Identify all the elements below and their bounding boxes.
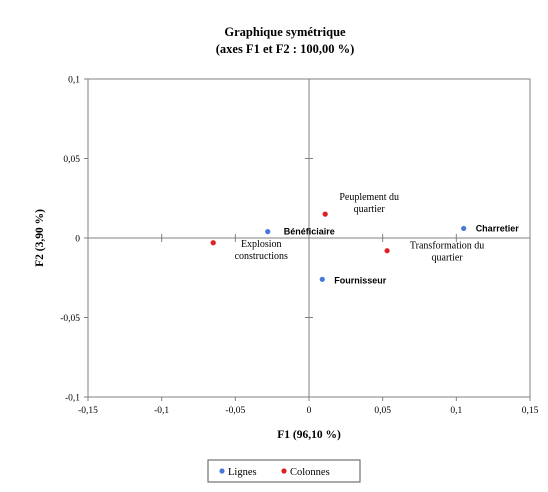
y-tick-label: -0,05 xyxy=(60,314,80,324)
y-axis-ticks: -0,1 -0,05 0 0,05 0,1 xyxy=(60,76,88,404)
data-point-label: Charretier xyxy=(476,223,520,233)
data-point xyxy=(322,211,328,217)
y-tick-label: 0 xyxy=(75,235,80,245)
x-tick-label: 0 xyxy=(307,406,312,416)
data-point xyxy=(210,240,216,246)
x-axis-ticks: -0,15 -0,1 -0,05 0 0,05 0,1 0,15 xyxy=(78,397,539,416)
y-tick-label: -0,1 xyxy=(65,394,80,404)
x-tick-label: 0,1 xyxy=(450,406,462,416)
data-point-label-line: Explosion xyxy=(241,239,282,250)
legend: Lignes Colonnes xyxy=(219,467,330,478)
data-points xyxy=(210,211,467,282)
data-point-labels: Bénéficiaire Charretier Fournisseur Peuplem… xyxy=(235,192,520,285)
data-point-label: Fournisseur xyxy=(334,275,387,285)
data-point xyxy=(265,229,271,235)
data-point-label-line: quartier xyxy=(432,253,464,264)
chart-subtitle: (axes F1 et F2 : 100,00 %) xyxy=(216,42,355,56)
data-point-label-line: quartier xyxy=(354,204,386,215)
data-point-label: Peuplement du quartier xyxy=(339,192,399,215)
legend-marker xyxy=(281,468,287,474)
data-point-label: Transformation du quartier xyxy=(410,241,484,264)
legend-label: Colonnes xyxy=(290,467,330,478)
x-tick-label: 0,05 xyxy=(374,406,391,416)
x-tick-label: 0,15 xyxy=(522,406,539,416)
x-tick-label: -0,15 xyxy=(78,406,98,416)
x-tick-label: -0,1 xyxy=(154,406,169,416)
legend-marker xyxy=(219,468,225,474)
x-axis-title: F1 (96,10 %) xyxy=(277,429,341,441)
data-point xyxy=(319,276,325,282)
data-point-label: Bénéficiaire xyxy=(284,227,335,237)
data-point-label-line: Peuplement du xyxy=(339,192,399,203)
zero-axes xyxy=(88,79,530,397)
data-point-label-line: Transformation du xyxy=(410,241,484,252)
y-tick-label: 0,1 xyxy=(68,76,80,86)
data-point xyxy=(461,225,467,232)
y-axis-title: F2 (3,90 %) xyxy=(34,209,46,267)
chart-title: Graphique symétrique xyxy=(224,25,346,39)
y-tick-label: 0,05 xyxy=(63,155,80,165)
data-point-label: Explosion constructions xyxy=(235,239,288,262)
data-point-label-line: constructions xyxy=(235,251,288,262)
legend-label: Lignes xyxy=(228,467,257,478)
data-point xyxy=(384,248,390,254)
x-tick-label: -0,05 xyxy=(225,406,245,416)
